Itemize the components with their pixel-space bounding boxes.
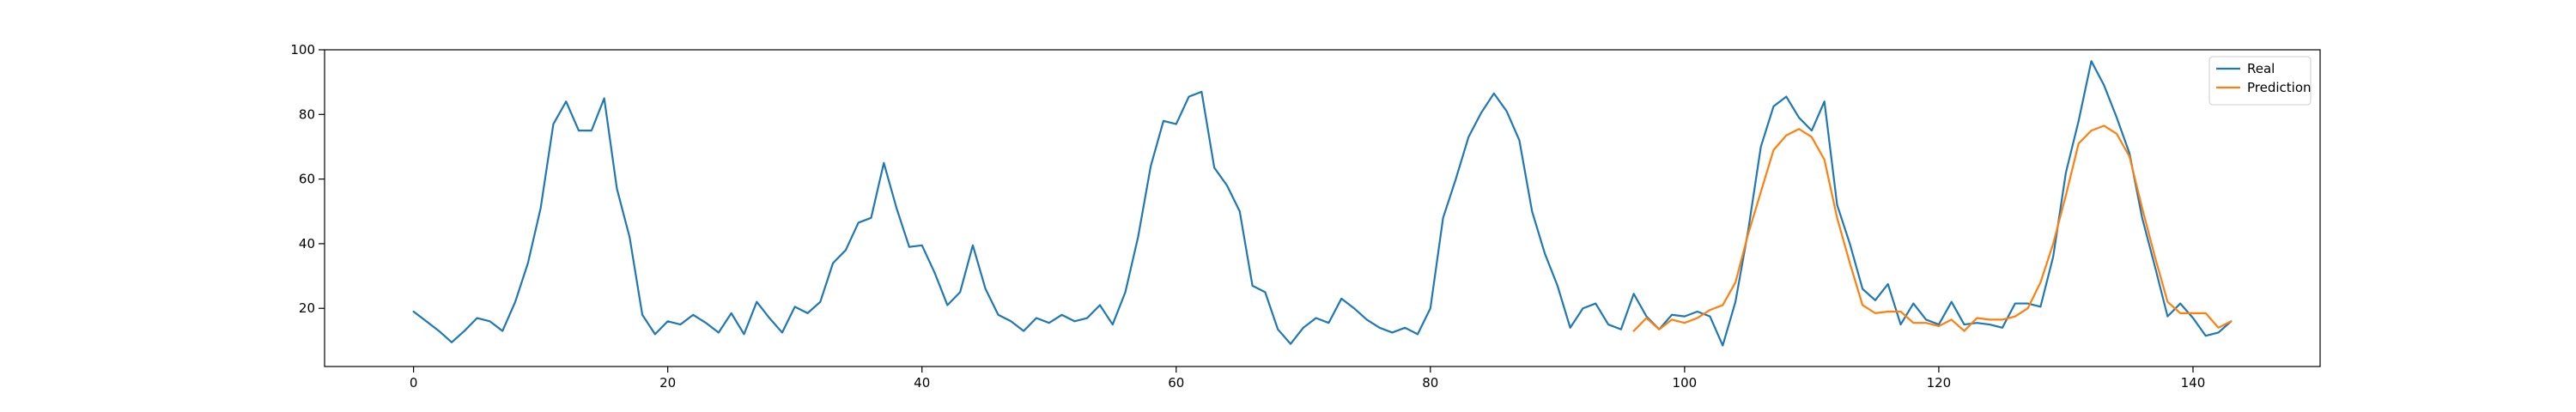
x-tick-label: 60	[1168, 375, 1184, 391]
legend-label-real: Real	[2247, 61, 2275, 76]
y-tick-label: 100	[290, 42, 315, 58]
y-tick-label: 40	[299, 236, 315, 251]
series-line-real	[412, 60, 2233, 347]
plot-area	[412, 60, 2233, 347]
x-tick-label: 0	[410, 375, 418, 391]
x-tick-label: 40	[914, 375, 930, 391]
x-tick-label: 80	[1422, 375, 1438, 391]
y-tick-label: 60	[299, 172, 315, 187]
x-tick-label: 100	[1673, 375, 1698, 391]
y-tick-label: 80	[299, 106, 315, 122]
y-tick-label: 20	[299, 300, 315, 316]
series-line-prediction	[1632, 124, 2233, 332]
x-tick-label: 120	[1927, 375, 1952, 391]
legend: Real Prediction	[2208, 56, 2312, 106]
axes-frame	[324, 49, 2321, 367]
x-tick-label: 20	[659, 375, 676, 391]
x-tick-label: 140	[2181, 375, 2206, 391]
axis-ticks: 0 20 40 60 80 100 120 140 20 40 60 80 100	[290, 42, 2205, 391]
legend-label-prediction: Prediction	[2247, 80, 2312, 95]
